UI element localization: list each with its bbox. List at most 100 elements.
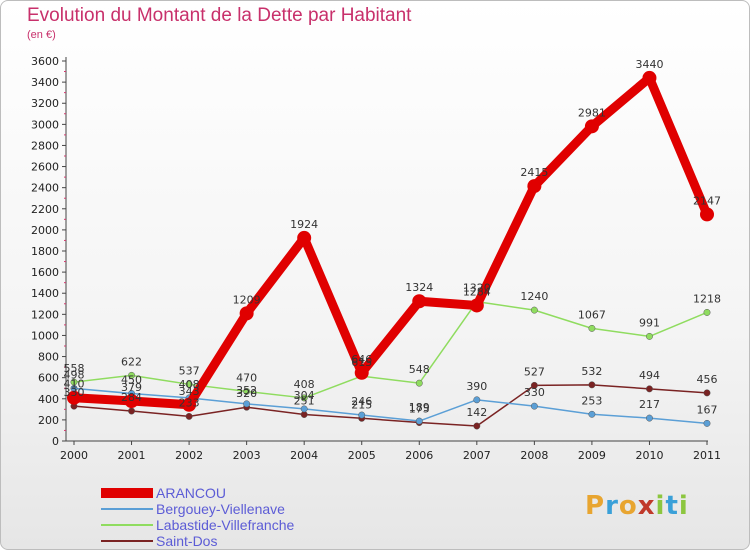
data-label: 251 bbox=[294, 395, 315, 408]
data-label: 1924 bbox=[290, 218, 318, 231]
legend-label-saint-dos: Saint-Dos bbox=[156, 533, 218, 549]
y-tick-label: 400 bbox=[38, 393, 59, 406]
y-tick-label: 1800 bbox=[31, 245, 59, 258]
data-point bbox=[473, 422, 481, 430]
series-line-2 bbox=[73, 300, 708, 399]
x-tick-label: 2010 bbox=[635, 449, 663, 462]
series-line-0 bbox=[69, 73, 712, 410]
data-point bbox=[300, 405, 308, 413]
y-tick-label: 2400 bbox=[31, 182, 59, 195]
data-label: 343 bbox=[179, 385, 200, 398]
data-label: 410 bbox=[64, 378, 85, 391]
data-point bbox=[415, 379, 423, 387]
data-point bbox=[700, 207, 714, 222]
x-tick-label: 2009 bbox=[578, 449, 606, 462]
y-tick-label: 200 bbox=[38, 414, 59, 427]
series-line-1 bbox=[73, 387, 708, 425]
data-point bbox=[530, 402, 538, 410]
logo-letter: r bbox=[605, 491, 619, 521]
data-label: 215 bbox=[351, 398, 372, 411]
y-tick-label: 1400 bbox=[31, 287, 59, 300]
y-tick-label: 2200 bbox=[31, 203, 59, 216]
data-point bbox=[70, 378, 78, 386]
data-point bbox=[243, 387, 251, 395]
data-point bbox=[243, 400, 251, 408]
series-line-3 bbox=[73, 384, 708, 427]
x-tick-label: 2000 bbox=[60, 449, 88, 462]
y-tick-label: 1000 bbox=[31, 329, 59, 342]
data-label: 390 bbox=[466, 380, 487, 393]
data-label: 470 bbox=[236, 371, 257, 384]
data-point bbox=[67, 390, 81, 405]
data-point bbox=[530, 306, 538, 314]
data-point bbox=[646, 332, 653, 340]
logo-letter: i bbox=[655, 491, 666, 521]
data-label: 456 bbox=[697, 373, 718, 386]
data-label: 352 bbox=[236, 384, 257, 397]
data-point bbox=[703, 308, 711, 316]
data-label: 167 bbox=[697, 403, 718, 416]
data-label: 379 bbox=[121, 381, 142, 394]
x-tick-label: 2006 bbox=[405, 449, 433, 462]
data-point bbox=[473, 396, 481, 404]
x-tick-label: 2008 bbox=[520, 449, 548, 462]
data-label: 615 bbox=[351, 356, 372, 369]
chart-unit-label: (en €) bbox=[27, 29, 56, 41]
data-point bbox=[646, 385, 653, 393]
data-point bbox=[527, 179, 542, 194]
x-tick-label: 2003 bbox=[233, 449, 261, 462]
data-point bbox=[185, 412, 193, 420]
legend-swatch-saint-dos bbox=[101, 540, 153, 542]
data-point bbox=[588, 324, 596, 332]
data-label: 532 bbox=[581, 365, 602, 378]
y-tick-label: 2800 bbox=[31, 139, 59, 152]
legend-swatch-bergouey bbox=[101, 508, 153, 510]
data-point bbox=[300, 394, 308, 402]
logo-letter: t bbox=[665, 491, 679, 521]
y-tick-label: 3600 bbox=[31, 55, 59, 68]
y-tick-label: 2600 bbox=[31, 161, 59, 174]
data-point bbox=[128, 407, 135, 415]
data-point bbox=[128, 371, 135, 379]
data-label: 1320 bbox=[463, 282, 491, 295]
chart-title: Evolution du Montant de la Dette par Hab… bbox=[27, 5, 412, 26]
logo-letter: o bbox=[618, 491, 638, 521]
data-point bbox=[469, 298, 484, 313]
data-point bbox=[646, 414, 653, 422]
data-label: 646 bbox=[351, 353, 372, 366]
y-tick-label: 1200 bbox=[31, 308, 59, 321]
data-point bbox=[642, 70, 657, 85]
data-label: 408 bbox=[294, 378, 315, 391]
data-label: 408 bbox=[179, 378, 200, 391]
data-label: 548 bbox=[409, 363, 430, 376]
data-point bbox=[530, 381, 538, 389]
data-label: 450 bbox=[121, 374, 142, 387]
data-label: 3440 bbox=[635, 58, 663, 71]
y-tick-label: 0 bbox=[52, 435, 59, 448]
data-label: 527 bbox=[524, 365, 545, 378]
data-label: 991 bbox=[639, 316, 660, 329]
y-tick-label: 3200 bbox=[31, 97, 59, 110]
y-tick-label: 3000 bbox=[31, 118, 59, 131]
y-tick-label: 800 bbox=[38, 351, 59, 364]
data-point bbox=[297, 230, 312, 245]
data-point bbox=[185, 380, 193, 388]
data-label: 233 bbox=[179, 396, 200, 409]
data-label: 2981 bbox=[578, 106, 606, 119]
logo-letter: x bbox=[637, 491, 656, 521]
data-point bbox=[584, 119, 599, 134]
legend-label-labastide: Labastide-Villefranche bbox=[156, 517, 295, 533]
data-point bbox=[124, 393, 139, 408]
data-point bbox=[588, 381, 596, 389]
data-point bbox=[358, 411, 366, 419]
data-point bbox=[182, 397, 197, 412]
legend-swatch-labastide bbox=[101, 524, 153, 526]
data-label: 330 bbox=[524, 386, 545, 399]
data-label: 1324 bbox=[405, 281, 433, 294]
data-label: 537 bbox=[179, 364, 200, 377]
proxiti-logo: Proxiti bbox=[585, 491, 689, 521]
data-point bbox=[588, 410, 596, 418]
y-tick-label: 2000 bbox=[31, 224, 59, 237]
